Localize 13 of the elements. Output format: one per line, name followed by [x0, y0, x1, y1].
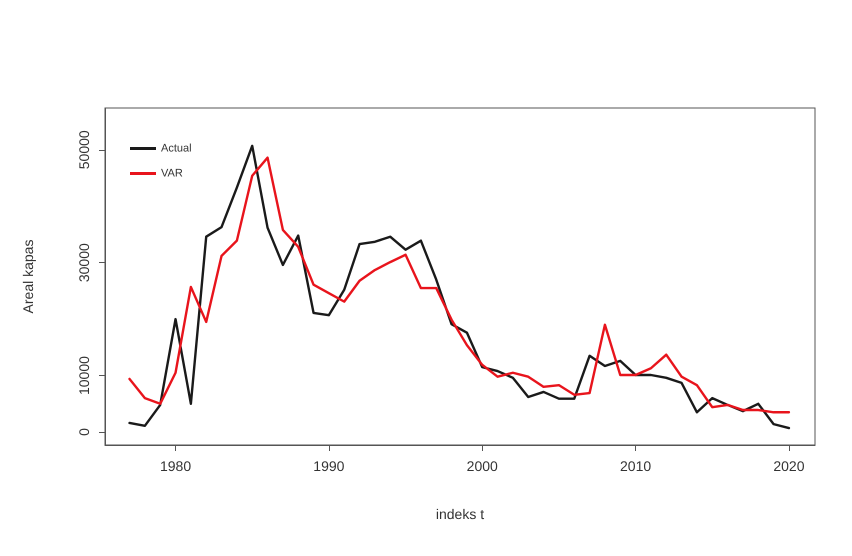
legend-label: Actual: [161, 142, 192, 154]
x-tick-label: 2020: [773, 458, 805, 474]
y-tick-label: 0: [76, 428, 92, 436]
x-tick-label: 2010: [620, 458, 652, 474]
y-tick-label: 10000: [76, 356, 92, 396]
y-axis-title: Areal kapas: [20, 240, 36, 314]
x-tick-label: 2000: [466, 458, 498, 474]
legend-label: VAR: [161, 168, 183, 180]
y-tick-label: 30000: [76, 242, 92, 282]
x-tick-label: 1980: [160, 458, 192, 474]
x-axis-title: indeks t: [436, 506, 484, 522]
x-tick-label: 1990: [313, 458, 345, 474]
y-tick-label: 50000: [76, 130, 92, 170]
